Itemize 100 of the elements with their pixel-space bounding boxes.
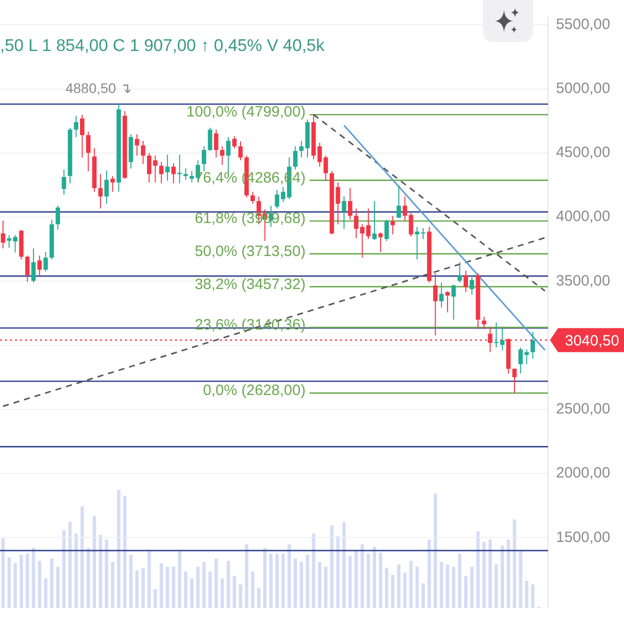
bar <box>214 558 218 608</box>
bar <box>202 562 206 608</box>
bar <box>348 556 352 608</box>
bar <box>110 562 114 608</box>
candlestick <box>80 114 84 158</box>
bar <box>428 540 431 608</box>
bar <box>148 551 151 608</box>
bar <box>123 496 126 608</box>
bar <box>294 558 297 608</box>
bar <box>184 571 188 608</box>
bar <box>281 554 285 608</box>
bar <box>190 578 194 608</box>
bar <box>20 554 23 608</box>
bar <box>257 588 260 608</box>
bar <box>44 578 48 608</box>
bar <box>488 540 492 608</box>
bar <box>220 578 224 608</box>
bar <box>531 584 534 608</box>
candlestick <box>238 140 243 161</box>
bar <box>366 554 370 608</box>
ref-line-label: 3040,50 <box>565 332 620 350</box>
candlestick <box>74 115 78 138</box>
bar <box>354 550 358 608</box>
candlestick <box>43 251 48 272</box>
candlestick <box>184 168 188 180</box>
candlestick <box>274 189 280 209</box>
bar <box>135 570 139 608</box>
candlestick <box>25 255 30 282</box>
candlestick <box>372 200 377 240</box>
y-tick-label: 5500,00 <box>556 16 610 33</box>
bar <box>312 534 316 608</box>
y-tick-label: 1500,00 <box>556 528 610 546</box>
ref-line-label: 0,0% (2628,00) <box>203 382 306 400</box>
bar <box>244 544 248 608</box>
bar <box>464 576 468 608</box>
candlestick <box>208 127 212 152</box>
candlestick <box>396 184 402 218</box>
bar <box>196 566 200 608</box>
candlestick <box>293 146 298 170</box>
candlestick <box>171 162 176 184</box>
candlestick <box>390 215 395 235</box>
bar <box>141 568 145 608</box>
bar <box>500 545 504 608</box>
bar <box>458 554 462 608</box>
candlestick <box>37 255 42 276</box>
bar <box>154 589 157 608</box>
bar <box>384 568 388 608</box>
annotation: ,50 L 1 854,00 C 1 907,00 ↑ 0,45% V 40,5k <box>0 36 324 56</box>
bar <box>56 566 60 608</box>
bar <box>470 566 474 608</box>
candlestick <box>202 146 206 172</box>
ref-line-label: 38,2% (3457,32) <box>194 276 306 293</box>
annotation: 4880,50 ↴ <box>65 80 132 96</box>
candlestick <box>458 262 462 284</box>
candlestick <box>451 284 456 320</box>
bar <box>160 563 164 608</box>
bar <box>422 583 425 608</box>
bar <box>300 562 304 608</box>
bar <box>251 571 254 608</box>
candlestick <box>98 174 103 209</box>
candlestick <box>220 146 224 166</box>
candlestick <box>342 196 346 230</box>
candlestick <box>104 170 109 204</box>
bar <box>50 558 54 608</box>
bar <box>14 563 17 608</box>
bar <box>391 574 394 608</box>
y-tick-label: 4500,00 <box>556 144 610 162</box>
candlestick <box>250 191 255 204</box>
bar <box>269 554 273 608</box>
candlestick <box>530 331 535 360</box>
bar <box>166 566 170 608</box>
candlestick <box>232 136 237 149</box>
bar <box>324 566 328 608</box>
bar <box>263 548 267 608</box>
bar <box>80 506 84 608</box>
candlestick <box>214 129 218 158</box>
bar <box>434 494 438 608</box>
candlestick <box>470 274 474 296</box>
bar <box>74 534 78 608</box>
bar <box>86 548 90 608</box>
bar <box>452 566 456 608</box>
ref-line-label: 100,0% (4799,00) <box>186 104 306 121</box>
bar <box>232 576 236 608</box>
candlestick <box>299 140 304 158</box>
bar <box>360 544 364 608</box>
candlestick <box>408 212 414 237</box>
candlestick <box>110 176 115 192</box>
candlestick <box>159 161 164 184</box>
bar <box>506 540 510 608</box>
y-tick-label: 2500,00 <box>556 400 610 418</box>
bar <box>226 560 230 608</box>
ref-line-label: 50,0% (3713,50) <box>194 242 306 260</box>
bar <box>397 564 400 608</box>
bar <box>38 560 42 608</box>
candlestick <box>464 270 468 292</box>
y-tick-label: 5000,00 <box>556 80 610 97</box>
y-tick-label: 2000,00 <box>556 464 610 482</box>
candlestick <box>56 205 60 230</box>
candlestick <box>165 154 170 182</box>
bar <box>494 564 498 608</box>
